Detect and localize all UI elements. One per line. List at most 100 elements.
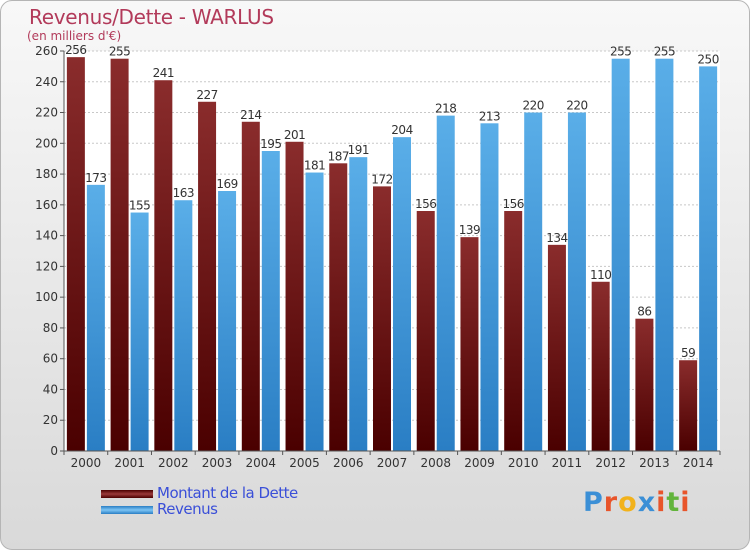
data-label-debt: 86 xyxy=(637,305,651,319)
bar-revenue xyxy=(86,184,105,451)
bar-debt xyxy=(110,58,129,451)
y-tick-label: 140 xyxy=(35,229,58,243)
bar-revenue xyxy=(218,191,237,451)
logo-letter: x xyxy=(637,487,657,518)
x-tick-label: 2002 xyxy=(158,456,189,470)
bar-debt xyxy=(329,163,348,452)
logo-letter: i xyxy=(680,487,691,518)
bar-revenue xyxy=(655,58,674,451)
bar-debt xyxy=(373,186,391,451)
legend-label-debt: Montant de la Dette xyxy=(157,484,298,502)
data-label-debt: 256 xyxy=(65,43,86,57)
proxiti-logo: Proxiti xyxy=(583,487,691,518)
x-tick-label: 2008 xyxy=(420,456,451,470)
data-label-revenue: 191 xyxy=(348,143,369,157)
data-label-debt: 227 xyxy=(196,88,217,102)
x-tick-label: 2005 xyxy=(289,456,320,470)
data-label-debt: 187 xyxy=(328,149,349,163)
y-tick-label: 100 xyxy=(35,290,58,304)
y-tick-label: 220 xyxy=(35,106,58,120)
bar-debt xyxy=(679,360,698,451)
bar-debt xyxy=(504,211,523,451)
x-tick-label: 2014 xyxy=(683,456,714,470)
data-label-revenue: 218 xyxy=(435,102,456,116)
data-label-debt: 156 xyxy=(502,197,523,211)
x-tick-label: 2009 xyxy=(464,456,495,470)
data-label-debt: 134 xyxy=(546,231,567,245)
x-tick-label: 2007 xyxy=(377,456,408,470)
x-tick-label: 2012 xyxy=(595,456,626,470)
y-tick-label: 40 xyxy=(43,382,58,396)
data-label-revenue: 220 xyxy=(522,99,543,113)
bar-revenue xyxy=(174,200,193,451)
legend-swatch-debt xyxy=(101,490,153,498)
x-tick-label: 2010 xyxy=(508,456,539,470)
bar-revenue xyxy=(305,172,324,452)
data-label-debt: 201 xyxy=(284,128,305,142)
bar-debt xyxy=(416,211,435,451)
y-tick-label: 240 xyxy=(35,75,58,89)
bar-debt xyxy=(635,318,654,451)
bar-revenue xyxy=(349,157,368,451)
plot-area xyxy=(64,51,720,451)
data-label-revenue: 204 xyxy=(391,123,412,137)
bar-revenue xyxy=(699,66,718,451)
data-label-revenue: 181 xyxy=(304,159,325,173)
data-label-revenue: 250 xyxy=(697,52,718,66)
data-label-revenue: 173 xyxy=(85,171,106,185)
x-tick-label: 2011 xyxy=(552,456,583,470)
chart-title: Revenus/Dette - WARLUS xyxy=(29,5,274,29)
y-tick-label: 20 xyxy=(43,413,58,427)
legend-item-debt: Montant de la Dette xyxy=(101,484,361,502)
bar-revenue xyxy=(611,58,630,451)
x-tick-label: 2013 xyxy=(639,456,670,470)
y-tick-label: 120 xyxy=(35,259,58,273)
bar-revenue xyxy=(567,112,586,452)
bar-debt xyxy=(460,237,479,451)
x-tick-label: 2000 xyxy=(71,456,102,470)
x-tick-label: 2004 xyxy=(246,456,277,470)
legend-swatch-revenue xyxy=(101,506,153,514)
data-label-revenue: 195 xyxy=(260,137,281,151)
bar-revenue xyxy=(480,123,499,452)
x-tick-label: 2003 xyxy=(202,456,233,470)
data-label-debt: 139 xyxy=(459,223,480,237)
data-label-revenue: 255 xyxy=(610,45,631,59)
data-label-debt: 214 xyxy=(240,108,261,122)
y-tick-label: 180 xyxy=(35,167,58,181)
data-label-debt: 59 xyxy=(681,346,695,360)
y-tick-label: 0 xyxy=(50,444,58,458)
data-label-debt: 255 xyxy=(109,45,130,59)
y-tick-label: 60 xyxy=(43,352,58,366)
bar-debt xyxy=(591,281,610,451)
logo-letter: P xyxy=(583,487,604,518)
data-label-revenue: 220 xyxy=(566,99,587,113)
bar-revenue xyxy=(524,112,543,452)
x-tick-label: 2001 xyxy=(114,456,145,470)
chart-subtitle: (en milliers d'€) xyxy=(27,29,122,43)
data-label-revenue: 213 xyxy=(479,109,500,123)
data-label-revenue: 155 xyxy=(129,199,150,213)
data-label-revenue: 163 xyxy=(173,186,194,200)
y-tick-label: 80 xyxy=(43,321,58,335)
logo-letter: o xyxy=(618,487,638,518)
y-tick-label: 260 xyxy=(35,44,58,58)
bar-debt xyxy=(198,101,217,452)
data-label-debt: 110 xyxy=(590,268,611,282)
y-tick-label: 200 xyxy=(35,136,58,150)
bar-debt xyxy=(154,80,173,451)
data-label-debt: 156 xyxy=(415,197,436,211)
bar-debt xyxy=(285,141,304,451)
bar-debt xyxy=(241,121,260,452)
legend-label-revenue: Revenus xyxy=(157,500,218,518)
legend-item-revenue: Revenus xyxy=(101,500,361,518)
data-label-debt: 172 xyxy=(371,172,392,186)
logo-letter: r xyxy=(603,487,619,518)
x-tick-label: 2006 xyxy=(333,456,364,470)
bar-debt xyxy=(547,244,566,451)
data-label-revenue: 169 xyxy=(216,177,237,191)
y-tick-label: 160 xyxy=(35,198,58,212)
bar-debt xyxy=(66,57,85,452)
